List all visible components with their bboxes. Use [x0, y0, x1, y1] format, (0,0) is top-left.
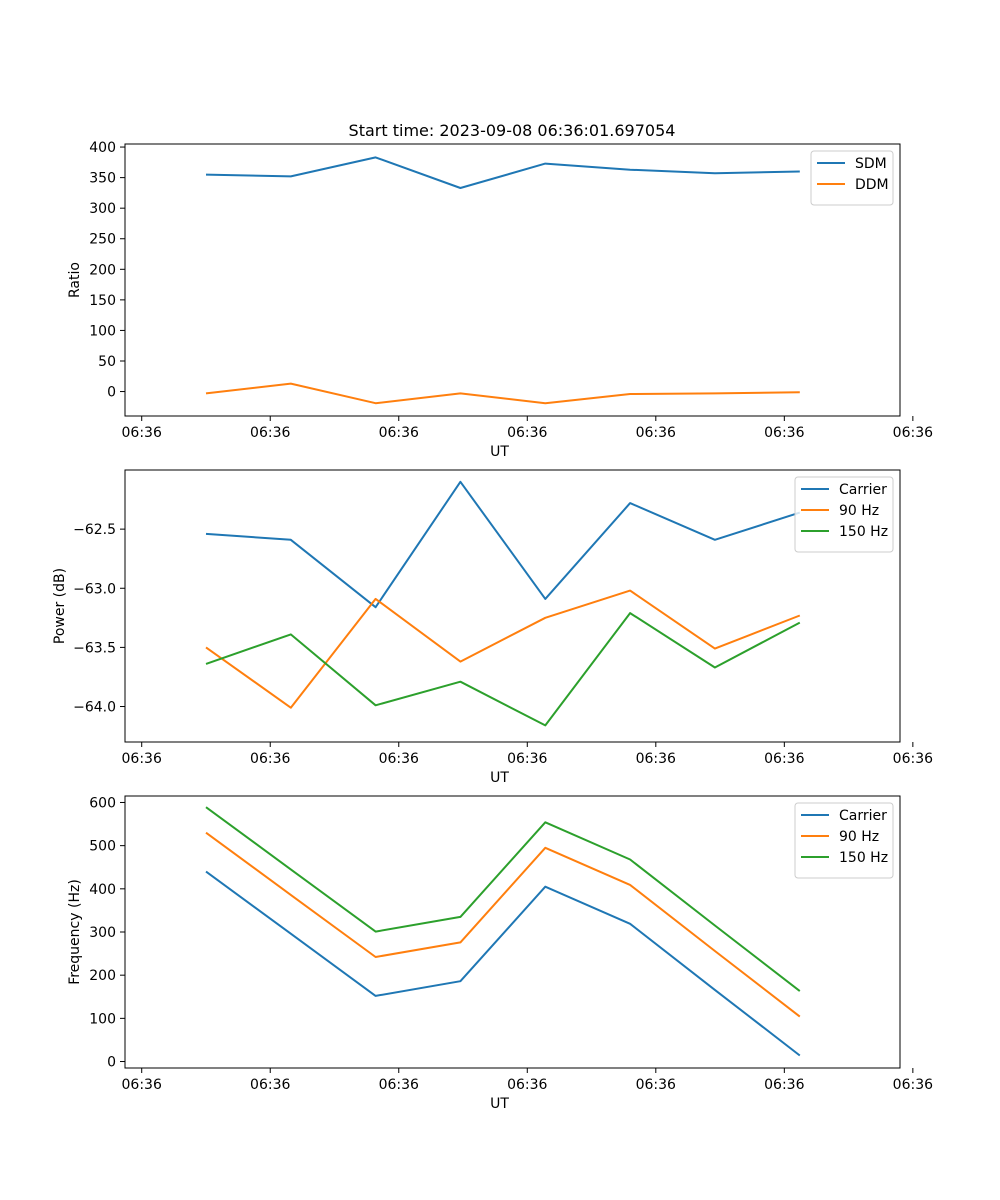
y-tick-label: −63.5 [73, 640, 116, 656]
y-axis-label: Ratio [67, 262, 83, 298]
x-tick-label: 06:36 [893, 1077, 933, 1093]
series-line-carrier [205, 870, 801, 1057]
y-tick-label: 200 [89, 968, 116, 984]
y-tick-label: 400 [89, 140, 116, 156]
subplot-2: 06:3606:3606:3606:3606:3606:3606:3606:37… [52, 469, 933, 786]
legend-box [794, 476, 894, 553]
x-tick-label: 06:36 [636, 1077, 676, 1093]
x-tick-label: 06:36 [379, 425, 419, 441]
legend-label: 150 Hz [839, 850, 888, 866]
subplot-1: 06:3606:3606:3606:3606:3606:3606:3606:37… [67, 140, 933, 460]
x-tick-label: 06:36 [764, 1077, 804, 1093]
x-tick-label: 06:36 [764, 751, 804, 767]
legend-label: 150 Hz [839, 524, 888, 540]
y-axis-label: Power (dB) [52, 568, 68, 644]
x-tick-label: 06:36 [379, 1077, 419, 1093]
y-tick-label: 150 [89, 293, 116, 309]
y-tick-label: −62.5 [73, 522, 116, 538]
y-tick-label: 300 [89, 201, 116, 217]
series-line-150-hz [205, 806, 801, 992]
y-tick-label: 100 [89, 323, 116, 339]
x-tick-label: 06:36 [250, 425, 290, 441]
y-tick-label: −63.0 [73, 581, 116, 597]
series-line-150-hz [205, 612, 801, 727]
y-tick-label: 600 [89, 795, 116, 811]
legend: SDM DDM [810, 150, 894, 206]
plot-area [124, 143, 901, 417]
x-tick-label: 06:36 [636, 425, 676, 441]
x-tick-label: 06:36 [122, 751, 162, 767]
legend-label: Carrier [839, 482, 887, 498]
x-tick-label: 06:36 [379, 751, 419, 767]
series-line-ddm [205, 382, 800, 405]
x-axis-label: UT [490, 444, 509, 460]
x-tick-label: 06:36 [250, 1077, 290, 1093]
legend-box [810, 150, 894, 206]
series-line-90-hz [205, 589, 801, 709]
subplot-3: 06:3606:3606:3606:3606:3606:3606:3606:37… [67, 795, 933, 1112]
y-tick-label: 500 [89, 839, 116, 855]
subplots: 06:3606:3606:3606:3606:3606:3606:3606:37… [52, 140, 933, 1112]
legend: Carrier 90 Hz 150 Hz [794, 802, 894, 879]
plot-area [124, 469, 901, 743]
x-tick-label: 06:36 [122, 1077, 162, 1093]
legend-label: DDM [855, 177, 889, 193]
x-tick-label: 06:36 [507, 751, 547, 767]
series-line-sdm [205, 156, 800, 189]
legend: Carrier 90 Hz 150 Hz [794, 476, 894, 553]
x-axis-label: UT [490, 770, 509, 786]
legend-label: SDM [855, 156, 887, 172]
legend-label: Carrier [839, 808, 887, 824]
x-tick-label: 06:36 [250, 751, 290, 767]
y-tick-label: 0 [107, 385, 116, 401]
y-tick-label: 300 [89, 925, 116, 941]
y-tick-label: 100 [89, 1011, 116, 1027]
x-axis-label: UT [490, 1096, 509, 1112]
series-line-carrier [205, 480, 801, 609]
y-tick-label: 250 [89, 232, 116, 248]
legend-box [794, 802, 894, 879]
y-axis-label: Frequency (Hz) [67, 879, 83, 985]
legend-label: 90 Hz [839, 829, 879, 845]
x-tick-label: 06:36 [507, 425, 547, 441]
legend-label: 90 Hz [839, 503, 879, 519]
x-tick-label: 06:36 [893, 425, 933, 441]
y-tick-label: 0 [107, 1055, 116, 1071]
x-tick-label: 06:36 [122, 425, 162, 441]
y-tick-label: 50 [98, 354, 116, 370]
x-tick-label: 06:36 [507, 1077, 547, 1093]
y-tick-label: 350 [89, 171, 116, 187]
y-tick-label: 200 [89, 262, 116, 278]
plot-area [124, 795, 901, 1069]
y-tick-label: 400 [89, 882, 116, 898]
x-tick-label: 06:36 [636, 751, 676, 767]
figure-title: Start time: 2023-09-08 06:36:01.697054 [349, 121, 676, 140]
x-tick-label: 06:36 [893, 751, 933, 767]
series-line-90-hz [205, 831, 801, 1018]
x-tick-label: 06:36 [764, 425, 804, 441]
y-tick-label: −64.0 [73, 700, 116, 716]
